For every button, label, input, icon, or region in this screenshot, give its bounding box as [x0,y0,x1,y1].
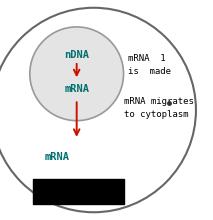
Circle shape [0,8,196,212]
Text: to cytoplasm: to cytoplasm [124,110,188,119]
Text: mRNA migrates: mRNA migrates [124,97,193,106]
Text: nDNA: nDNA [64,50,89,60]
Circle shape [30,27,124,121]
Text: mRNA: mRNA [64,84,89,94]
Text: mRNA  1: mRNA 1 [128,54,166,63]
Text: mRNA: mRNA [45,152,70,162]
Bar [33,179,124,204]
Text: is  made: is made [128,67,171,76]
